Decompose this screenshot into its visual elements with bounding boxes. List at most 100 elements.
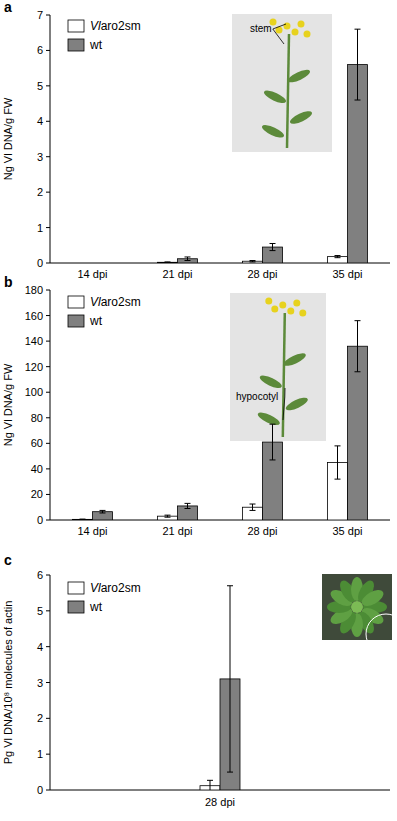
y-tick-label: 0 — [37, 514, 43, 526]
error-cap — [165, 262, 171, 263]
y-tick — [46, 443, 50, 444]
error-cap — [185, 256, 191, 257]
y-tick — [46, 341, 50, 342]
y-tick-label: 40 — [31, 463, 43, 475]
bar — [93, 512, 113, 520]
bars — [73, 321, 368, 520]
plant-flower — [292, 29, 299, 36]
pot-edge — [366, 614, 397, 654]
y-tick — [46, 192, 50, 193]
error-cap — [227, 585, 233, 586]
plant-flower — [265, 298, 272, 305]
y-tick-label: 6 — [37, 569, 43, 581]
annotation-line — [283, 397, 285, 420]
y-tick-label: 5 — [37, 80, 43, 92]
y-tick — [46, 790, 50, 791]
error-line — [187, 503, 188, 508]
error-cap — [335, 479, 341, 480]
y-tick — [46, 263, 50, 264]
y-tick — [46, 682, 50, 683]
y-tick-label: 2 — [37, 712, 43, 724]
figure: astem01234567Ng Vl DNA/g FW14 dpi21 dpi2… — [0, 0, 397, 821]
y-tick — [46, 392, 50, 393]
y-tick-label: 3 — [37, 677, 43, 689]
y-axis — [50, 290, 51, 520]
error-cap — [165, 515, 171, 516]
panel-letter: b — [4, 274, 13, 290]
error-bar — [207, 780, 213, 790]
x-tick-label: 35 dpi — [333, 268, 363, 280]
bar — [158, 516, 178, 520]
error-cap — [165, 261, 171, 262]
bar — [348, 346, 368, 520]
error-cap — [355, 371, 361, 372]
x-tick-label: 28 dpi — [205, 796, 235, 808]
bars — [158, 29, 368, 263]
error-line — [357, 29, 358, 100]
error-line — [357, 321, 358, 372]
plant-flower — [293, 300, 300, 307]
y-tick-label: 100 — [25, 386, 43, 398]
panel: astem01234567Ng Vl DNA/g FW14 dpi21 dpi2… — [2, 0, 390, 280]
panel: bhypocotyl020406080100120140160180Ng Vl … — [2, 274, 390, 537]
y-tick-label: 0 — [37, 257, 43, 269]
panel: c0123456Pg Vl DNA/10⁸ molecules of actin… — [2, 552, 397, 808]
y-tick — [46, 610, 50, 611]
error-cap — [270, 243, 276, 244]
y-tick — [46, 15, 50, 16]
y-tick — [46, 468, 50, 469]
leaf — [351, 601, 363, 613]
plant-flower — [287, 308, 294, 315]
bar — [73, 519, 93, 520]
plant-flower — [284, 23, 291, 30]
annotation: hypocotyl — [236, 391, 278, 402]
error-cap — [335, 445, 341, 446]
error-cap — [185, 260, 191, 261]
panel-letter: c — [4, 552, 12, 568]
legend-label: wt — [89, 314, 103, 328]
error-cap — [80, 519, 86, 520]
annotation-line — [284, 388, 285, 397]
plant-flower — [271, 306, 278, 313]
error-bar — [270, 424, 276, 460]
error-cap — [270, 250, 276, 251]
error-line — [252, 504, 253, 510]
y-tick-label: 1 — [37, 748, 43, 760]
y-tick-label: 20 — [31, 488, 43, 500]
error-cap — [335, 257, 341, 258]
error-bar — [80, 519, 86, 520]
error-bar — [185, 257, 191, 261]
legend-label: Vlaro2sm — [90, 581, 141, 595]
plant-image — [232, 14, 332, 152]
y-tick-label: 7 — [37, 9, 43, 21]
error-line — [272, 424, 273, 460]
error-line — [210, 780, 211, 790]
annotation-line — [273, 24, 286, 29]
y-tick-label: 6 — [37, 44, 43, 56]
y-tick — [46, 417, 50, 418]
error-cap — [270, 424, 276, 425]
legend-label: Vlaro2sm — [90, 19, 141, 33]
plant-flower — [298, 21, 305, 28]
error-cap — [207, 780, 213, 781]
annotation: stem — [250, 23, 272, 34]
error-cap — [250, 510, 256, 511]
error-cap — [80, 519, 86, 520]
plant-leaf — [256, 410, 281, 427]
error-bar — [355, 321, 361, 372]
plant-image — [322, 574, 392, 640]
error-cap — [250, 504, 256, 505]
error-bar — [165, 261, 171, 263]
error-cap — [185, 503, 191, 504]
error-bar — [165, 515, 171, 517]
error-line — [272, 244, 273, 251]
error-line — [230, 586, 231, 772]
y-tick-label: 60 — [31, 437, 43, 449]
error-cap — [335, 255, 341, 256]
legend-swatch — [68, 582, 84, 594]
leaf — [359, 587, 386, 609]
legend-swatch — [68, 296, 84, 308]
error-cap — [355, 320, 361, 321]
y-tick-label: 1 — [37, 222, 43, 234]
y-tick — [46, 718, 50, 719]
